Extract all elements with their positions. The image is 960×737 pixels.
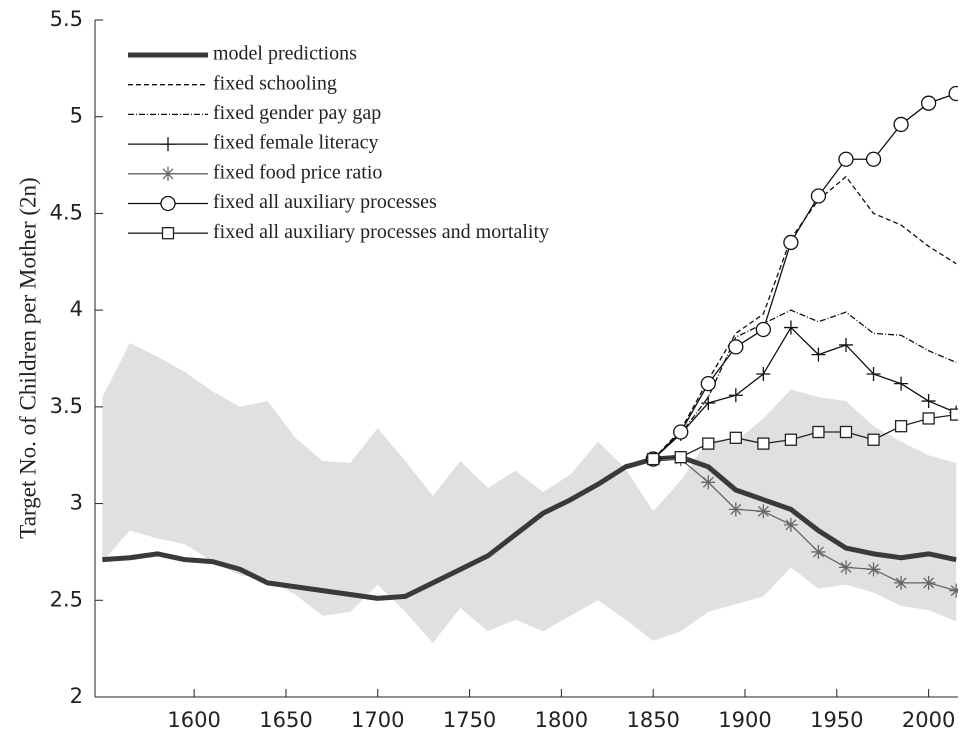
marker [894, 575, 909, 590]
marker [728, 502, 743, 517]
marker [783, 320, 798, 335]
marker [811, 347, 826, 362]
legend: model predictions fixed schooling fixed ge… [128, 43, 549, 243]
x-tick-label: 2000 [902, 708, 955, 732]
legend-label: fixed all auxiliary processes [213, 191, 437, 213]
marker [949, 583, 958, 598]
y-tick-label: 5.5 [50, 7, 83, 31]
marker [756, 366, 771, 381]
marker [922, 412, 935, 425]
marker [783, 517, 798, 532]
legend-marker [161, 227, 175, 240]
marker [810, 188, 827, 204]
marker [729, 431, 742, 444]
marker [812, 425, 825, 439]
marker [756, 504, 771, 519]
x-tick-label: 1700 [351, 708, 404, 732]
y-tick-label: 2.5 [50, 587, 83, 611]
marker [866, 562, 881, 577]
confidence-band [102, 343, 957, 643]
marker [701, 395, 716, 410]
marker [920, 95, 937, 111]
x-tick-label: 1850 [626, 708, 679, 732]
legend-marker [161, 137, 175, 152]
marker [811, 544, 826, 559]
marker [674, 450, 687, 464]
x-tick-label: 1650 [259, 708, 312, 732]
marker [838, 560, 853, 575]
marker [893, 116, 909, 133]
marker [673, 424, 689, 440]
marker [865, 151, 882, 167]
y-tick-label: 4.5 [50, 200, 83, 224]
marker [921, 394, 936, 409]
series-line [652, 326, 957, 460]
y-tick-label: 2 [70, 684, 83, 708]
marker [950, 408, 958, 421]
marker [839, 425, 853, 439]
marker [647, 452, 660, 466]
marker [755, 321, 772, 338]
marker [838, 337, 853, 352]
marker [894, 420, 908, 433]
legend-marker [160, 195, 176, 212]
legend-label: fixed food price ratio [213, 161, 382, 183]
marker [728, 339, 744, 355]
x-tick-label: 1800 [535, 708, 588, 732]
x-tick-label: 1750 [443, 708, 496, 732]
legend-label: model predictions [213, 43, 357, 65]
legend-label: fixed female literacy [213, 132, 378, 154]
y-axis-label: Target No. of Children per Mother (2n) [15, 177, 40, 538]
series-line [652, 309, 957, 460]
series-line [102, 454, 957, 601]
y-tick-label: 3 [70, 491, 83, 515]
marker [701, 475, 716, 490]
x-tick-label: 1600 [167, 708, 220, 732]
legend-label: fixed gender pay gap [213, 102, 381, 124]
marker [948, 85, 958, 102]
marker [894, 376, 909, 391]
marker [921, 575, 936, 590]
x-tick-label: 1950 [810, 708, 863, 732]
marker [700, 375, 716, 392]
marker [784, 433, 798, 446]
y-tick-label: 4 [70, 297, 83, 321]
marker [783, 234, 799, 251]
y-tick-label: 5 [70, 104, 83, 128]
legend-label: fixed all auxiliary processes and mortal… [213, 221, 549, 243]
legend-label: fixed schooling [213, 72, 337, 94]
y-tick-label: 3.5 [50, 394, 83, 418]
marker [838, 151, 854, 167]
legend-marker [161, 166, 175, 181]
plot-area [102, 85, 958, 643]
marker [867, 433, 880, 446]
marker [866, 366, 881, 381]
x-tick-label: 1900 [718, 708, 771, 732]
marker [757, 437, 770, 450]
marker [702, 437, 715, 450]
marker [728, 388, 743, 403]
